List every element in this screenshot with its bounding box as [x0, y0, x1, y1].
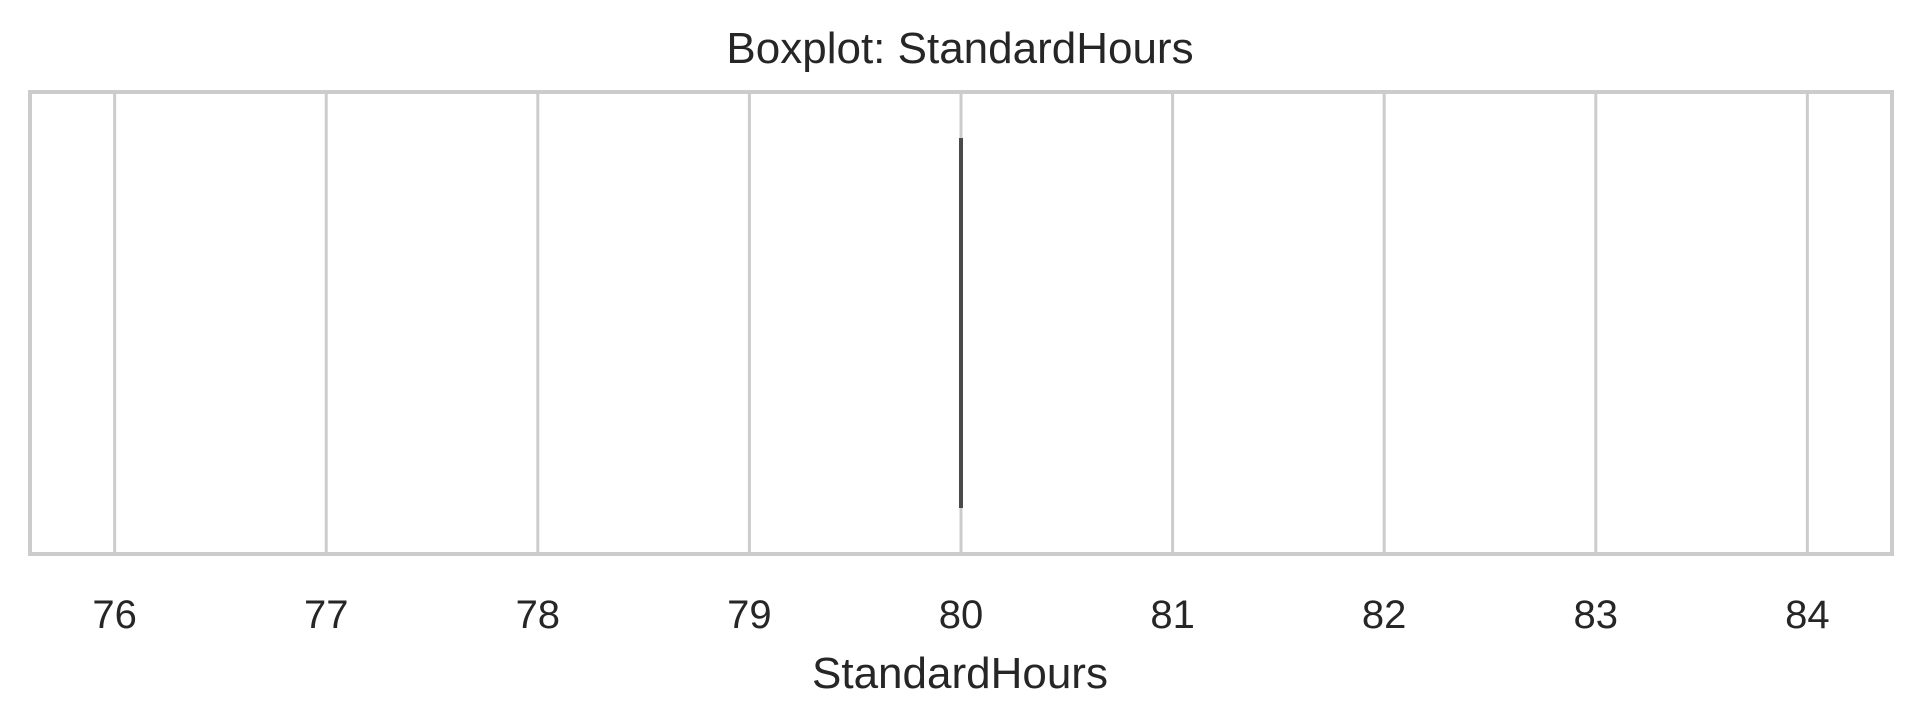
x-tick-label: 77 — [304, 593, 349, 637]
x-tick-label: 76 — [92, 593, 137, 637]
chart-title: Boxplot: StandardHours — [726, 24, 1193, 73]
x-tick-label: 78 — [516, 593, 561, 637]
x-tick-label: 81 — [1150, 593, 1195, 637]
x-tick-label: 82 — [1362, 593, 1407, 637]
plot-frame — [28, 90, 1894, 556]
x-tick-labels: 76 77 78 79 80 81 82 83 84 — [92, 593, 1829, 637]
x-tick-label: 79 — [727, 593, 772, 637]
x-tick-label: 83 — [1574, 593, 1619, 637]
x-tick-label: 80 — [939, 593, 984, 637]
x-axis-label: StandardHours — [812, 649, 1108, 698]
x-tick-label: 84 — [1785, 593, 1830, 637]
